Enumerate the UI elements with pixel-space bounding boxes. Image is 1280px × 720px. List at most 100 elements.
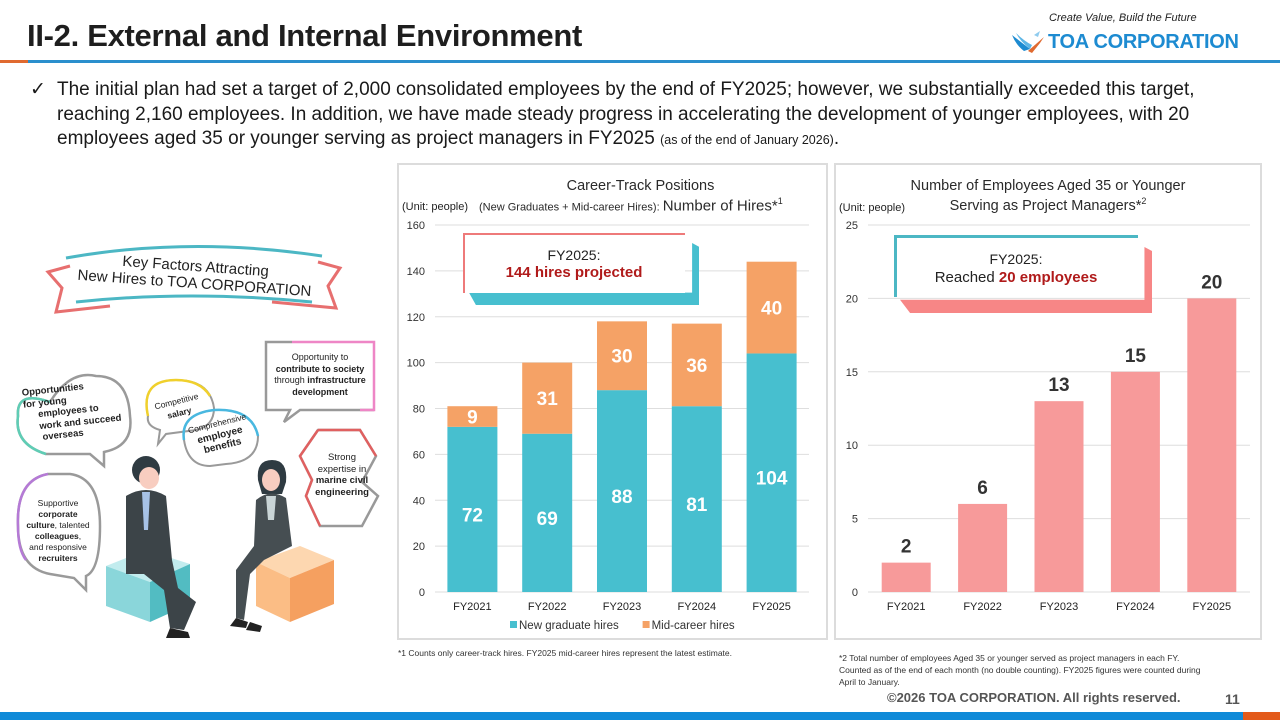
pm-callout: FY2025: Reached 20 employees (894, 235, 1152, 315)
hires-chart-title: Career-Track Positions (566, 178, 715, 194)
pm-chart-title-2-text: Serving as Project Managers* (949, 197, 1142, 214)
factor-society-line: development (292, 386, 348, 397)
data-label: 15 (1125, 346, 1147, 367)
factor-culture-line: colleagues, (16, 531, 100, 542)
data-label: 20 (1201, 272, 1222, 293)
factor-society-line: through infrastructure (266, 375, 374, 387)
y-tick-label: 25 (846, 220, 858, 232)
factor-society-text: through (274, 375, 308, 385)
factor-society-line: contribute to society (275, 363, 365, 374)
pm-chart-title-1: Number of Employees Aged 35 or Younger (910, 178, 1186, 194)
hires-footnote: *1 Counts only career-track hires. FY202… (398, 648, 733, 658)
factor-expertise-line: marine civil (315, 475, 369, 486)
header-rule (28, 60, 1280, 63)
seat-cube-orange (256, 546, 334, 622)
key-factors-illustration: Key Factors Attracting New Hires to TOA … (0, 230, 392, 650)
pm-chart-panel: Number of Employees Aged 35 or Younger S… (834, 163, 1262, 640)
logo-text: TOA CORPORATION (1048, 30, 1239, 53)
legend-swatch (510, 621, 517, 628)
data-label: 31 (537, 389, 559, 410)
y-tick-label: 100 (407, 358, 425, 370)
x-tick-label: FY2025 (1193, 601, 1232, 613)
y-tick-label: 80 (413, 404, 425, 416)
factor-society-line: Opportunity to (291, 352, 349, 362)
tagline: Create Value, Build the Future (1049, 12, 1197, 24)
legend-swatch (642, 621, 650, 628)
factor-culture-line: and responsive (29, 542, 87, 552)
summary-note: (as of the end of January 2026) (660, 133, 834, 147)
bar-secondary (522, 362, 573, 434)
businesswoman-figure (230, 460, 292, 632)
bar-primary (1110, 371, 1160, 592)
pm-footnote-line: Counted as of the end of each month (no … (839, 665, 1201, 675)
data-label: 9 (467, 408, 478, 429)
bar-secondary (597, 321, 647, 391)
y-tick-label: 20 (846, 293, 858, 305)
data-label: 30 (611, 347, 632, 368)
data-label: 2 (901, 537, 912, 558)
page-title: II-2. External and Internal Environment (27, 18, 583, 53)
banner-ribbon-icon (45, 244, 343, 314)
y-tick-label: 0 (419, 587, 425, 599)
copyright: ©2026 TOA CORPORATION. All rights reserv… (887, 690, 1181, 705)
factor-culture-bold: culture (26, 520, 55, 530)
data-label: 36 (686, 356, 707, 377)
summary-text-block: The initial plan had set a target of 2,0… (57, 78, 1260, 153)
x-tick-label: FY2021 (887, 601, 926, 613)
pm-footnote-line: *2 Total number of employees Aged 35 or … (839, 653, 1180, 663)
bar-primary (447, 426, 498, 592)
x-tick-label: FY2023 (1040, 601, 1079, 613)
bar-secondary (746, 261, 797, 354)
y-tick-label: 140 (407, 266, 425, 278)
legend-label: Mid-career hires (652, 620, 735, 632)
pm-footnote: *2 Total number of employees Aged 35 or … (839, 652, 1201, 688)
y-tick-label: 160 (407, 220, 425, 232)
x-tick-label: FY2021 (453, 601, 492, 613)
hires-chart-subtitle-large: Number of Hires* (662, 197, 778, 215)
summary-bullet: ✓ The initial plan had set a target of 2… (30, 78, 1260, 153)
factor-culture-line: recruiters (38, 553, 78, 563)
businessman-figure (126, 456, 196, 638)
callout-line-1: FY2025: (547, 247, 601, 263)
y-tick-label: 60 (413, 449, 425, 461)
data-label: 13 (1048, 375, 1069, 396)
factor-culture-bold: colleagues (34, 531, 79, 541)
data-label: 6 (977, 478, 988, 499)
y-tick-label: 5 (852, 514, 858, 526)
factor-culture-line: corporate (38, 509, 78, 519)
summary-text: The initial plan had set a target of 2,0… (57, 79, 1195, 149)
pm-footnote-line: April to January. (839, 677, 900, 687)
pm-chart-unit: (Unit: people) (839, 202, 906, 214)
legend-label: New graduate hires (519, 620, 619, 632)
callout-frame (463, 233, 685, 293)
callout-bold: 20 employees (998, 269, 1098, 286)
footer-bar-accent (1243, 712, 1280, 720)
data-label: 88 (611, 487, 632, 508)
factor-culture-text: , (78, 531, 82, 541)
bar-primary (746, 353, 797, 592)
pm-bar-chart: 0 5 10 15 20 25 2 FY2021 6 FY2022 13 FY2023 15 FY2024… (846, 220, 1250, 613)
bird-logo-icon (1012, 31, 1044, 53)
x-tick-label: FY2023 (603, 601, 642, 613)
check-icon: ✓ (30, 79, 46, 100)
hires-chart-footnote-ref: 1 (777, 196, 783, 206)
bar-primary (1187, 298, 1237, 592)
illustration-graphics (16, 244, 380, 638)
bar-primary (597, 390, 647, 592)
data-label: 40 (761, 299, 782, 320)
hires-chart-panel: Career-Track Positions (Unit: people) (N… (397, 163, 828, 640)
bar-primary (671, 406, 722, 592)
y-tick-label: 10 (846, 440, 858, 452)
factor-culture-text: , talented (54, 520, 90, 530)
hires-chart-subtitle: (New Graduates + Mid-career Hires): Numb… (479, 196, 783, 215)
data-label: 81 (686, 495, 708, 516)
callout-line-2: 144 hires projected (505, 264, 643, 281)
factor-expertise-line: expertise in (317, 463, 367, 475)
data-label: 104 (756, 469, 788, 490)
page-number: 11 (1225, 691, 1240, 707)
x-tick-label: FY2024 (678, 601, 717, 613)
x-tick-label: FY2022 (528, 601, 567, 613)
pm-chart-title-2: Serving as Project Managers*2 (836, 196, 1260, 214)
data-label: 69 (537, 509, 558, 530)
y-tick-label: 20 (413, 541, 425, 553)
